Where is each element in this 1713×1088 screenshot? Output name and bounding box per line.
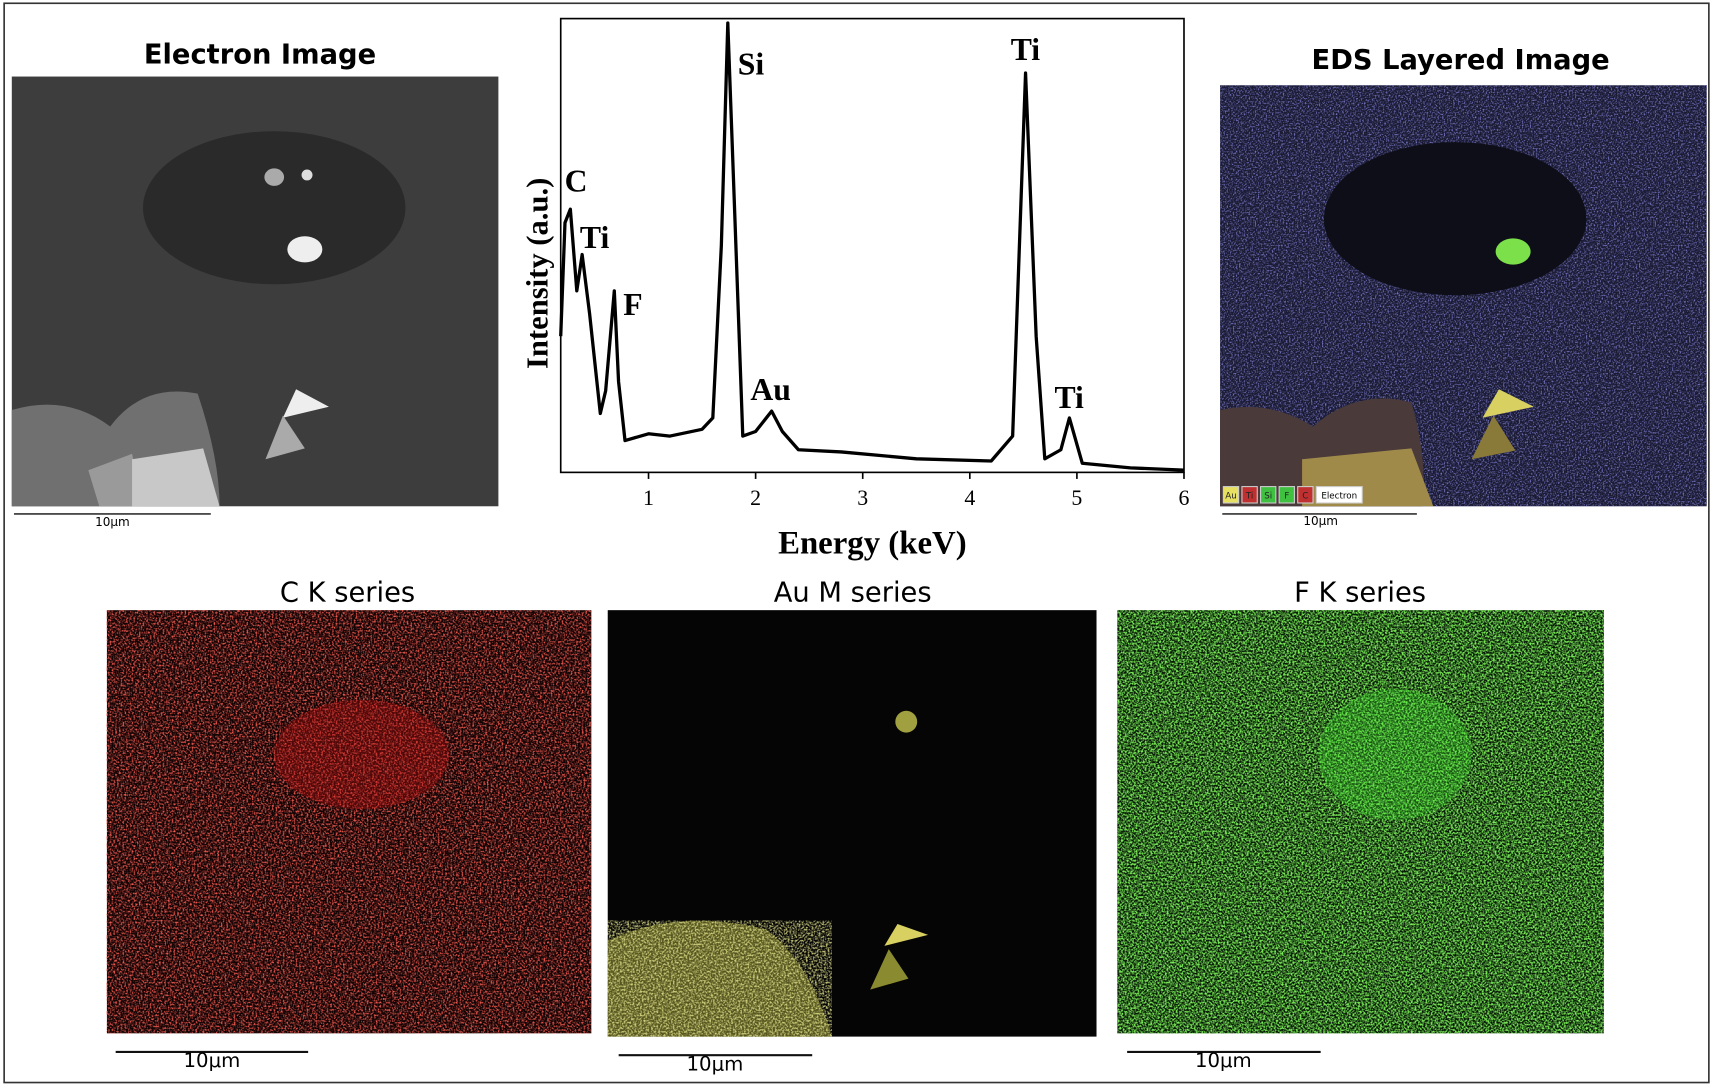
x-tick-label: 3 — [857, 486, 868, 510]
peak-label: Ti — [580, 220, 610, 255]
x-tick-label: 2 — [750, 486, 761, 510]
au-map — [607, 610, 1097, 1037]
peak-label: Ti — [1011, 32, 1041, 67]
legend: Au Ti Si F C Electron — [1222, 486, 1363, 504]
peak-label: Ti — [1054, 380, 1084, 415]
c-map — [106, 610, 592, 1034]
x-axis-label: Energy (keV) — [778, 525, 967, 561]
electron-image — [11, 76, 499, 507]
legend-label: Si — [1264, 492, 1272, 502]
scale-label: 10μm — [95, 515, 130, 529]
scale-label: 10μm — [1303, 514, 1338, 528]
scale-label: 10μm — [184, 1049, 241, 1072]
panel-title: Electron Image — [144, 39, 376, 70]
legend-chip — [1241, 486, 1258, 504]
x-tick-label: 4 — [964, 486, 975, 510]
eds-layered-image — [1220, 85, 1707, 507]
scale-label: 10μm — [1195, 1049, 1252, 1072]
x-tick-label: 6 — [1179, 486, 1190, 510]
scale-label: 10μm — [687, 1053, 744, 1076]
panel-title: C K series — [280, 577, 415, 608]
x-tick-label: 5 — [1071, 486, 1082, 510]
legend-chip — [1315, 486, 1363, 504]
legend-label: Ti — [1245, 492, 1254, 502]
spectrum-line — [559, 21, 1185, 472]
panel-title: F K series — [1294, 577, 1426, 608]
panel-title: EDS Layered Image — [1312, 45, 1610, 76]
legend-chip — [1259, 486, 1277, 504]
plot-frame — [559, 17, 1185, 474]
legend-chip — [1297, 486, 1314, 504]
legend-label: Au — [1225, 492, 1237, 502]
x-tick-label: 1 — [643, 486, 654, 510]
y-axis-label: Intensity (a.u.) — [521, 178, 555, 369]
f-map — [1117, 610, 1604, 1034]
peak-label: F — [623, 287, 642, 322]
peak-label: C — [565, 163, 588, 198]
border — [3, 2, 1710, 1084]
panel-title: Au M series — [774, 577, 932, 608]
peak-label: Au — [750, 372, 791, 407]
legend-label: Electron — [1321, 492, 1357, 502]
legend-label: F — [1284, 492, 1289, 502]
legend-label: C — [1302, 492, 1308, 502]
legend-chip — [1278, 486, 1295, 504]
peak-label: Si — [738, 46, 765, 81]
legend-chip — [1222, 486, 1240, 504]
